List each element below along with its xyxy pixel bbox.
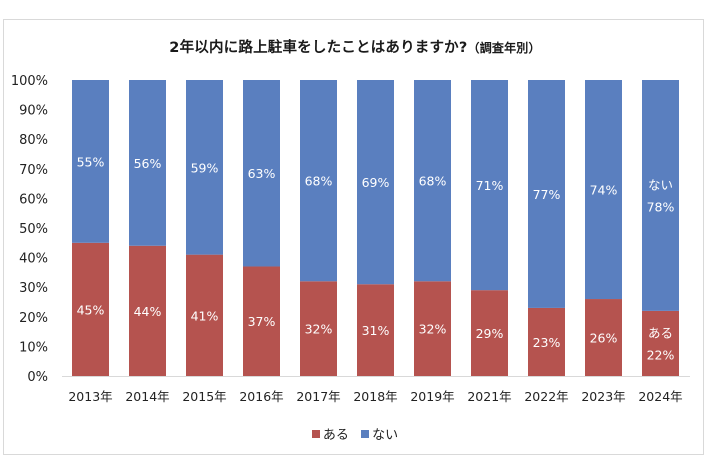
y-tick-label: 30% [19,281,48,296]
chart-title-main: 2年以内に路上駐車をしたことはありますか? [169,40,468,56]
x-tick-label: 2023年 [581,389,625,404]
x-tick-label: 2016年 [239,389,283,404]
data-label: 56% [134,156,162,171]
y-tick-label: 50% [19,222,48,237]
legend-label-nai: ない [372,428,399,443]
data-label: 77% [533,187,561,202]
bar-segment-aru [357,284,394,376]
legend-swatch-nai [361,429,370,438]
data-label: 68% [419,174,447,189]
data-label: 32% [305,322,333,337]
bar-segment-nai [642,80,679,311]
data-label: 68% [305,174,333,189]
bar-segment-nai [528,80,565,308]
data-label: 26% [590,331,618,346]
x-tick-label: 2018年 [353,389,397,404]
y-tick-label: 40% [19,252,48,267]
bar-segment-nai [186,80,223,255]
y-tick-label: 90% [19,104,48,119]
bar-segment-aru [528,307,565,376]
bar-segment-nai [72,80,109,243]
y-tick-label: 10% [19,340,48,355]
data-label: 44% [134,304,162,319]
bar-segment-nai [243,80,280,267]
chart-subtitle: （調査年別） [467,41,541,55]
data-label: 69% [362,175,390,190]
x-tick-label: 2024年 [638,389,682,404]
data-label: 71% [476,178,504,193]
legend-item-nai: ない [361,424,398,443]
x-tick-label: 2019年 [410,389,454,404]
bar-segment-aru [72,242,109,376]
x-tick-label: 2015年 [182,389,226,404]
x-axis: 2013年 2014年 2015年 2016年 2017年 2018年 2019年 2021年… [68,389,682,404]
y-axis: 0% 10% 20% 30% 40% 50% 60% 70% 80% 90% 100% [11,74,48,385]
data-label: 32% [419,322,447,337]
legend-item-aru: ある [311,424,349,443]
bar-segment-nai [414,80,451,282]
series-name-label: ない [648,177,673,192]
bar-segment-nai [357,80,394,285]
data-label: 29% [476,326,504,341]
bar-segment-aru [243,266,280,376]
bar-segment-aru [129,245,166,376]
y-tick-label: 80% [19,133,48,148]
legend: ある ない [0,424,710,443]
bar-segment-aru [642,310,679,376]
series-name-label: ある [648,325,673,340]
y-tick-label: 0% [27,370,48,385]
x-tick-label: 2013年 [68,389,112,404]
bar-segment-nai [471,80,508,291]
data-label: 22% [647,347,675,362]
bars [72,80,679,376]
data-label: 45% [77,302,105,317]
x-tick-label: 2014年 [125,389,169,404]
data-label: 74% [590,183,618,198]
y-tick-label: 70% [19,163,48,178]
data-label: 55% [77,154,105,169]
bar-segment-aru [585,299,622,376]
y-tick-label: 60% [19,192,48,207]
bar-segment-aru [471,290,508,376]
data-label: 37% [248,314,276,329]
data-label: 78% [647,199,675,214]
data-label: 59% [191,160,219,175]
bar-segment-aru [414,281,451,376]
y-tick-label: 100% [11,74,48,89]
bar-segment-nai [129,80,166,246]
y-tick-label: 20% [19,311,48,326]
legend-swatch-aru [311,429,320,438]
x-tick-label: 2017年 [296,389,340,404]
data-label: 23% [533,335,561,350]
data-labels: 45% 55% 44% 56% 41% 59% 37% 63% 32% 68% 31% 69% 32% 6… [77,154,675,362]
legend-label-aru: ある [322,428,349,443]
x-tick-label: 2021年 [467,389,511,404]
data-label: 41% [191,308,219,323]
data-label: 31% [362,323,390,338]
bar-segment-nai [300,80,337,282]
data-label: 63% [248,166,276,181]
chart-title: 2年以内に路上駐車をしたことはありますか?（調査年別） [0,36,710,57]
bar-segment-aru [186,254,223,376]
bar-segment-nai [585,80,622,300]
bar-segment-aru [300,281,337,376]
x-tick-label: 2022年 [524,389,568,404]
